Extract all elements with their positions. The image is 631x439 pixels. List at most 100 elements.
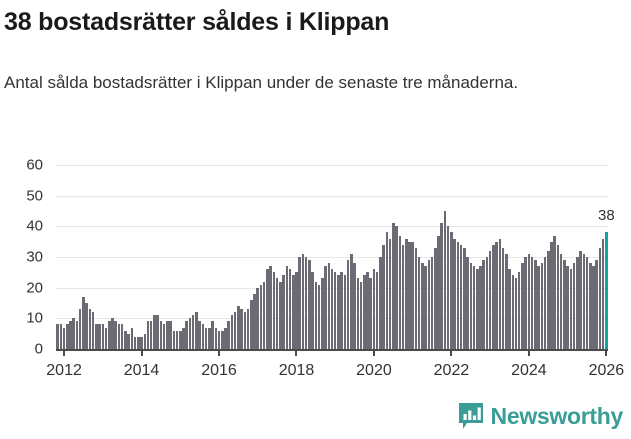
bar[interactable] xyxy=(479,266,482,349)
bar[interactable] xyxy=(569,269,573,349)
bar[interactable] xyxy=(437,235,440,349)
bar[interactable] xyxy=(534,260,537,349)
bar[interactable] xyxy=(566,266,569,349)
bar[interactable] xyxy=(466,257,469,349)
bar[interactable] xyxy=(59,324,63,349)
bar[interactable] xyxy=(304,257,308,349)
bar[interactable] xyxy=(314,281,318,349)
bar[interactable] xyxy=(330,269,334,349)
bar[interactable] xyxy=(543,257,547,349)
bar[interactable] xyxy=(140,336,143,349)
bar[interactable] xyxy=(492,244,495,349)
bar[interactable] xyxy=(62,327,66,349)
bar[interactable] xyxy=(224,327,227,349)
bar[interactable] xyxy=(91,312,95,349)
bar[interactable] xyxy=(421,263,424,349)
bar[interactable] xyxy=(459,244,463,349)
bar[interactable] xyxy=(321,278,324,349)
bar[interactable] xyxy=(563,260,566,349)
bar[interactable] xyxy=(346,260,350,349)
bar[interactable] xyxy=(337,275,340,349)
bar[interactable] xyxy=(104,327,108,349)
bar[interactable] xyxy=(269,266,272,349)
bar[interactable] xyxy=(501,247,505,349)
bar[interactable] xyxy=(98,324,101,349)
bar[interactable] xyxy=(243,312,247,349)
bar[interactable] xyxy=(233,312,237,349)
bar[interactable] xyxy=(85,303,88,349)
bar[interactable] xyxy=(198,321,201,349)
bar[interactable] xyxy=(179,330,182,349)
bar[interactable] xyxy=(130,327,134,349)
bar[interactable] xyxy=(527,253,531,349)
bar[interactable] xyxy=(214,327,218,349)
bar[interactable] xyxy=(498,238,502,349)
bar[interactable] xyxy=(101,324,105,349)
bar[interactable] xyxy=(356,278,360,349)
bar[interactable] xyxy=(576,257,579,349)
bar[interactable] xyxy=(311,272,314,349)
bar[interactable] xyxy=(353,263,356,349)
bar[interactable] xyxy=(340,272,343,349)
bar[interactable] xyxy=(343,275,347,349)
bar[interactable] xyxy=(417,257,421,349)
bar[interactable] xyxy=(456,241,460,349)
bar[interactable] xyxy=(230,315,234,349)
bar[interactable] xyxy=(472,266,476,349)
bar[interactable] xyxy=(411,241,414,349)
bar[interactable] xyxy=(469,263,473,349)
bar[interactable] xyxy=(359,281,363,349)
bar[interactable] xyxy=(333,272,337,349)
bar[interactable] xyxy=(476,269,479,349)
bar[interactable] xyxy=(427,260,431,349)
bar[interactable] xyxy=(485,257,489,349)
bar[interactable] xyxy=(246,309,250,349)
bar[interactable] xyxy=(149,321,153,349)
bar[interactable] xyxy=(550,241,553,349)
bar[interactable] xyxy=(327,263,331,349)
bar[interactable] xyxy=(175,330,179,349)
bar[interactable] xyxy=(275,278,279,349)
bar[interactable] xyxy=(440,223,443,349)
bar[interactable] xyxy=(453,238,456,349)
bar[interactable] xyxy=(424,266,427,349)
bar[interactable] xyxy=(288,269,292,349)
bar[interactable] xyxy=(521,263,524,349)
bar[interactable] xyxy=(111,318,114,349)
bar[interactable] xyxy=(195,312,198,349)
bar[interactable] xyxy=(363,275,366,349)
bar[interactable] xyxy=(279,281,282,349)
bar[interactable] xyxy=(579,250,582,349)
bar[interactable] xyxy=(220,330,224,349)
bar[interactable] xyxy=(585,257,589,349)
bar[interactable] xyxy=(372,269,376,349)
bar[interactable] xyxy=(172,330,176,349)
bar[interactable] xyxy=(69,321,72,349)
bar[interactable] xyxy=(595,260,598,349)
bar[interactable] xyxy=(78,309,82,349)
bar[interactable] xyxy=(369,278,372,349)
bar[interactable] xyxy=(266,269,269,349)
bar[interactable] xyxy=(572,263,576,349)
bar[interactable] xyxy=(414,247,418,349)
bar[interactable] xyxy=(308,260,311,349)
bar[interactable] xyxy=(443,211,447,349)
bar-highlighted[interactable] xyxy=(605,232,608,349)
bar[interactable] xyxy=(166,321,169,349)
bar[interactable] xyxy=(495,241,498,349)
bar[interactable] xyxy=(250,299,253,349)
bar[interactable] xyxy=(601,238,605,349)
bar[interactable] xyxy=(137,336,140,349)
bar[interactable] xyxy=(108,321,111,349)
bar[interactable] xyxy=(317,284,321,349)
bar[interactable] xyxy=(524,257,527,349)
bar[interactable] xyxy=(556,244,560,349)
bar[interactable] xyxy=(285,266,289,349)
bar[interactable] xyxy=(540,263,544,349)
bar[interactable] xyxy=(366,272,369,349)
bar[interactable] xyxy=(66,324,69,349)
bar[interactable] xyxy=(401,244,405,349)
bar[interactable] xyxy=(382,244,385,349)
bar[interactable] xyxy=(256,287,259,349)
bar[interactable] xyxy=(530,257,534,349)
